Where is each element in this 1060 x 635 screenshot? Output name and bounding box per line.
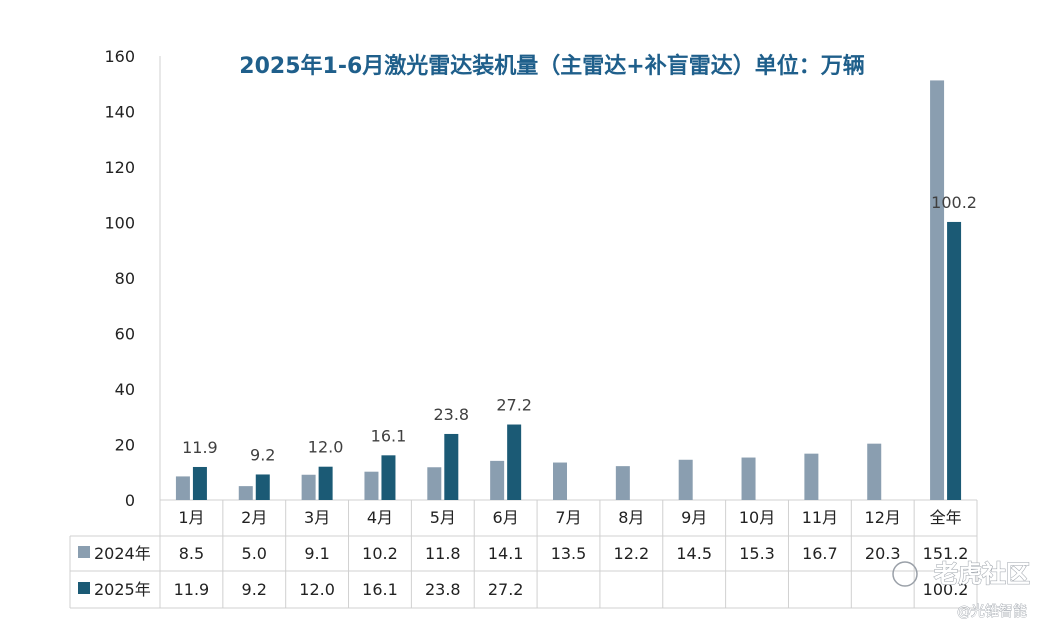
- x-tick-label: 11月: [802, 508, 838, 527]
- data-label: 12.0: [308, 438, 344, 457]
- x-tick-label: 5月: [430, 508, 456, 527]
- bar-2025: [192, 466, 207, 500]
- bar-2025: [947, 221, 962, 500]
- x-tick-label: 2月: [241, 508, 267, 527]
- bar-2024: [615, 466, 630, 500]
- x-tick-label: 3月: [304, 508, 330, 527]
- y-axis: 0 20 40 60 80 100 120 140 160: [104, 47, 977, 510]
- x-tick-label: 8月: [618, 508, 644, 527]
- bar-2024: [930, 80, 945, 501]
- x-tick-label: 12月: [865, 508, 901, 527]
- table-cell: 15.3: [739, 544, 775, 563]
- bar-2024: [678, 459, 693, 500]
- x-tick-label: 10月: [739, 508, 775, 527]
- data-label: 100.2: [931, 193, 977, 212]
- table-cell: 9.1: [304, 544, 329, 563]
- watermark-sub: @光锥智能: [957, 604, 1027, 620]
- y-tick-label: 120: [104, 158, 135, 177]
- table-cell: 13.5: [551, 544, 587, 563]
- data-label: 16.1: [371, 426, 407, 445]
- bar-2024: [741, 457, 756, 500]
- x-tick-label: 6月: [493, 508, 519, 527]
- bar-2024: [301, 474, 316, 500]
- table-cell: 14.1: [488, 544, 524, 563]
- bar-2025: [318, 466, 333, 500]
- table-cell: 10.2: [362, 544, 398, 563]
- bar-2025: [255, 474, 270, 500]
- bar-2024: [364, 471, 379, 500]
- x-tick-label: 4月: [367, 508, 393, 527]
- x-tick-label: 全年: [930, 508, 962, 527]
- bar-2025: [507, 424, 522, 500]
- bar-2024: [238, 486, 253, 500]
- chart-title: 2025年1-6月激光雷达装机量（主雷达+补盲雷达）单位：万辆: [239, 53, 864, 79]
- data-label: 11.9: [182, 438, 218, 457]
- watermark-main: 老虎社区: [934, 560, 1030, 588]
- table-cell: 151.2: [923, 544, 969, 563]
- bar-2024: [553, 462, 567, 500]
- y-tick-label: 80: [115, 269, 135, 288]
- table-cell: 16.1: [362, 580, 398, 599]
- bars: 11.9 9.2 12.0 16.1 23.8 27.2 100.2: [175, 80, 977, 501]
- legend-swatch: [78, 582, 90, 594]
- table-cell: 14.5: [676, 544, 712, 563]
- bar-2024: [490, 460, 505, 500]
- data-label: 23.8: [433, 405, 469, 424]
- bar-2024: [867, 443, 882, 500]
- y-tick-label: 0: [125, 491, 135, 510]
- bar-2024: [175, 476, 190, 500]
- y-tick-label: 160: [104, 47, 135, 66]
- table-cell: 9.2: [242, 580, 267, 599]
- watermark-logo-icon: [892, 561, 918, 587]
- bar-2025: [381, 455, 396, 500]
- y-tick-label: 140: [104, 103, 135, 122]
- data-table: 1月 2月 3月 4月 5月 6月 7月 8月 9月 10月 11月 12月 全年 2024年 8.5 5.0…: [69, 500, 978, 609]
- y-tick-label: 20: [115, 436, 135, 455]
- bar-2024: [427, 467, 442, 500]
- legend-label: 2025年: [94, 580, 151, 599]
- x-tick-label: 9月: [681, 508, 707, 527]
- data-label: 9.2: [250, 445, 275, 464]
- table-cell: 27.2: [488, 580, 524, 599]
- table-cell: 8.5: [179, 544, 204, 563]
- table-cell: 5.0: [242, 544, 267, 563]
- legend-swatch: [78, 546, 90, 558]
- table-cell: 23.8: [425, 580, 461, 599]
- table-cell: 100.2: [923, 580, 969, 599]
- table-cell: 12.2: [614, 544, 650, 563]
- data-label: 27.2: [496, 396, 532, 415]
- table-cell: 11.8: [425, 544, 461, 563]
- table-cell: 11.9: [174, 580, 210, 599]
- x-tick-label: 7月: [555, 508, 581, 527]
- legend-label: 2024年: [94, 544, 151, 563]
- watermark: 老虎社区 @光锥智能: [892, 560, 1031, 620]
- table-cell: 12.0: [299, 580, 335, 599]
- y-tick-label: 40: [115, 380, 135, 399]
- bar-2025: [444, 433, 459, 500]
- y-tick-label: 100: [104, 214, 135, 233]
- table-cell: 16.7: [802, 544, 838, 563]
- table-cell: 20.3: [865, 544, 901, 563]
- bar-2024: [804, 453, 819, 500]
- x-tick-label: 1月: [178, 508, 204, 527]
- y-tick-label: 60: [115, 325, 135, 344]
